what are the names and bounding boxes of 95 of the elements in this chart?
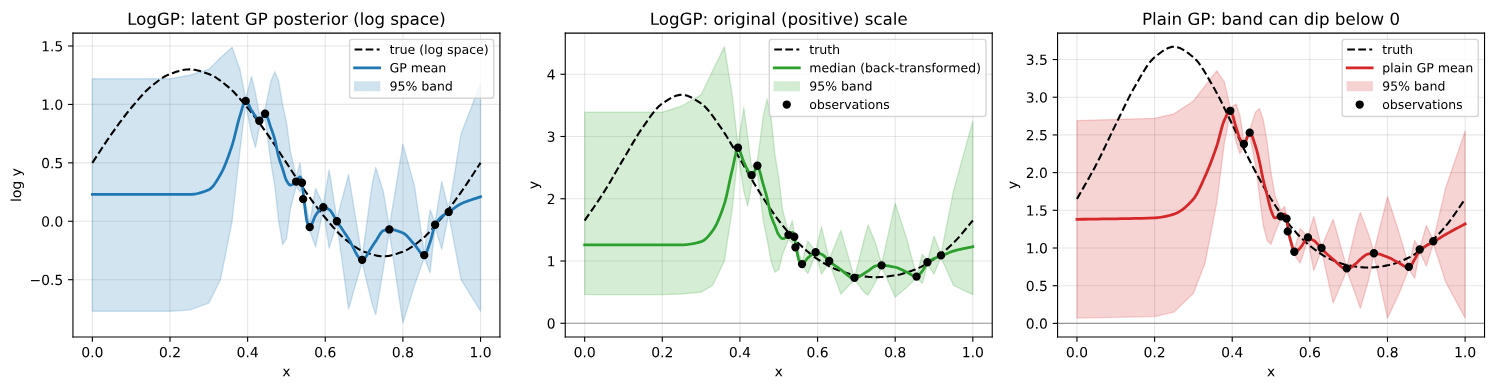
chart-title: LogGP: latent GP posterior (log space) — [128, 12, 445, 29]
point — [255, 116, 264, 125]
x-tick-label: 1.0 — [963, 346, 983, 358]
point — [297, 178, 307, 187]
y-tick-label: 2.0 — [1026, 167, 1047, 179]
x-tick-label: 0.6 — [807, 346, 828, 358]
y-tick-label: 1 — [548, 256, 555, 267]
point — [877, 261, 886, 270]
y-axis-title: y — [530, 181, 542, 189]
point — [444, 207, 453, 217]
y-tick-label: −0.5 — [30, 274, 63, 286]
legend-label: GP mean — [390, 62, 446, 73]
x-axis-title: x — [282, 368, 291, 377]
x-tick-label: 0.0 — [1066, 346, 1088, 358]
point — [923, 258, 932, 267]
y-tick-label: 0.0 — [42, 216, 63, 227]
x-tick-label: 0.6 — [315, 346, 336, 358]
x-tick-label: 1.0 — [1455, 346, 1476, 358]
point — [357, 255, 367, 265]
point — [1404, 262, 1414, 272]
point — [1283, 227, 1292, 236]
point — [319, 203, 328, 212]
x-tick-label: 0.4 — [1222, 346, 1243, 358]
x-tick-label: 0.4 — [729, 346, 751, 358]
legend-label: median (back-transformed) — [810, 62, 980, 74]
x-tick-label: 0.8 — [1377, 346, 1398, 358]
point — [1342, 264, 1351, 273]
y-axis-title: log y — [10, 168, 24, 201]
y-tick-label: 0.5 — [1026, 280, 1047, 292]
legend-label: observations — [809, 99, 890, 110]
y-tick-label: 0.5 — [42, 157, 63, 169]
y-tick-label: 4 — [547, 69, 555, 80]
chart-title: Plain GP: band can dip below 0 — [1143, 12, 1399, 29]
point — [825, 256, 834, 266]
x-tick-label: 0.6 — [1299, 346, 1321, 358]
point — [1290, 247, 1299, 256]
legend-label: plain GP mean — [1383, 62, 1473, 75]
point — [811, 248, 820, 257]
x-tick-label: 0.0 — [82, 346, 103, 358]
legend-label: true (log space) — [389, 44, 488, 57]
legend-label: truth — [809, 44, 839, 55]
point — [790, 232, 799, 241]
point — [1429, 237, 1438, 246]
x-axis-title: x — [775, 368, 783, 377]
y-axis-title: y — [1009, 181, 1021, 189]
x-tick-label: 0.2 — [1144, 346, 1165, 358]
y-tick-label: 1.5 — [42, 41, 63, 52]
point — [791, 243, 800, 252]
point — [305, 222, 314, 232]
point — [747, 170, 756, 180]
y-tick-label: 1.0 — [42, 99, 63, 110]
point — [260, 109, 270, 118]
y-tick-label: 3.0 — [1026, 92, 1047, 103]
point — [1245, 128, 1254, 137]
point — [332, 217, 342, 226]
x-tick-label: 1.0 — [471, 346, 491, 358]
point — [1226, 106, 1235, 115]
point — [850, 273, 859, 282]
point — [797, 259, 807, 269]
y-tick-label: 2 — [547, 193, 555, 205]
point — [1415, 245, 1424, 254]
y-tick-label: 0.0 — [1026, 318, 1047, 329]
chart-title: LogGP: original (positive) scale — [651, 12, 907, 29]
y-tick-label: 1.5 — [1027, 205, 1047, 216]
y-tick-label: 3.5 — [1026, 54, 1047, 66]
point — [298, 194, 308, 204]
point — [912, 272, 921, 281]
legend-label: truth — [1382, 44, 1412, 55]
point — [753, 161, 762, 170]
x-tick-label: 0.8 — [885, 346, 906, 358]
legend-label: 95% band — [810, 81, 872, 91]
x-tick-label: 0.8 — [392, 346, 413, 358]
x-tick-label: 0.0 — [574, 346, 595, 358]
x-axis-title: x — [1267, 368, 1275, 377]
point — [1303, 233, 1313, 242]
point — [430, 220, 440, 229]
y-tick-label: 0 — [547, 318, 555, 329]
y-tick-label: 1.0 — [1027, 242, 1047, 254]
point — [1282, 214, 1291, 223]
point — [936, 251, 946, 260]
legend-label: 95% band — [390, 81, 452, 91]
point — [1369, 249, 1379, 258]
legend-label: observations — [1382, 99, 1463, 110]
x-tick-label: 0.4 — [237, 346, 258, 358]
x-tick-label: 0.2 — [159, 346, 180, 358]
point — [420, 250, 429, 260]
y-tick-label: 2.5 — [1026, 129, 1047, 141]
point — [1239, 139, 1249, 149]
point — [385, 225, 394, 234]
point — [1317, 243, 1326, 253]
point — [241, 96, 250, 106]
legend-label: 95% band — [1382, 81, 1445, 91]
y-tick-label: 3 — [547, 131, 555, 142]
point — [733, 143, 743, 152]
x-tick-label: 0.2 — [652, 346, 672, 358]
